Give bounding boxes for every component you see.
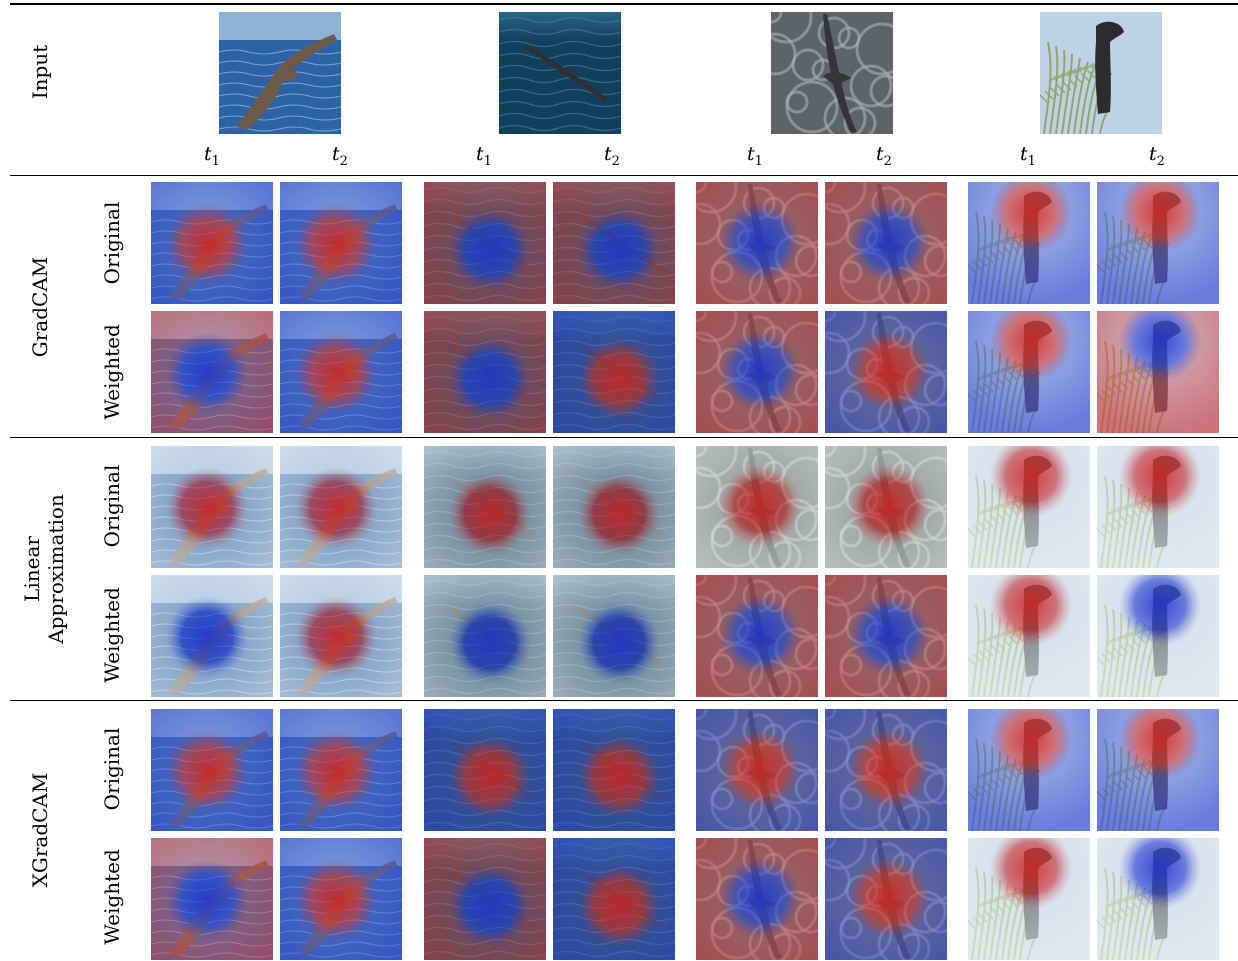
heatmap-cell xyxy=(696,311,818,433)
top-rule xyxy=(10,3,1238,5)
time-step-label: t2 xyxy=(332,143,348,169)
heatmap-cell xyxy=(424,838,546,960)
heatmap-cell xyxy=(968,838,1090,960)
method-label-gradcam: GradCAM xyxy=(28,256,52,358)
heatmap-cell xyxy=(696,575,818,697)
heatmap-cell xyxy=(968,311,1090,433)
row-label-xgradcam-original: Original xyxy=(100,727,124,811)
heatmap-cell xyxy=(1097,446,1219,568)
heatmap-cell xyxy=(151,446,273,568)
heatmap-cell xyxy=(825,575,947,697)
heatmap-cell xyxy=(825,446,947,568)
row-label-linear-weighted: Weighted xyxy=(100,587,124,683)
heatmap-cell xyxy=(696,709,818,831)
heatmap-cell xyxy=(280,709,402,831)
heatmap-cell xyxy=(1097,311,1219,433)
heatmap-cell xyxy=(968,709,1090,831)
method-label-xgradcam: XGradCAM xyxy=(28,772,52,888)
heatmap-cell xyxy=(968,182,1090,304)
heatmap-cell xyxy=(424,182,546,304)
heatmap-cell xyxy=(280,311,402,433)
heatmap-cell xyxy=(424,446,546,568)
time-step-label: t2 xyxy=(1149,143,1165,169)
time-step-label: t1 xyxy=(476,143,492,169)
heatmap-cell xyxy=(151,575,273,697)
heatmap-cell xyxy=(825,311,947,433)
input-image-bird-rough-water xyxy=(771,12,893,134)
input-image-bird-on-branch xyxy=(1040,12,1162,134)
heatmap-cell xyxy=(1097,182,1219,304)
heatmap-cell xyxy=(424,311,546,433)
heatmap-cell xyxy=(280,838,402,960)
heatmap-cell xyxy=(553,709,675,831)
heatmap-cell xyxy=(696,182,818,304)
row-label-gradcam-weighted: Weighted xyxy=(100,324,124,420)
heatmap-cell xyxy=(825,838,947,960)
header-rule xyxy=(10,175,1238,176)
linear-rule xyxy=(10,700,1238,701)
gradcam-rule xyxy=(10,437,1238,438)
time-step-label: t1 xyxy=(204,143,220,169)
time-step-label: t2 xyxy=(876,143,892,169)
heatmap-cell xyxy=(151,838,273,960)
heatmap-cell xyxy=(696,446,818,568)
input-label: Input xyxy=(28,44,52,100)
heatmap-cell xyxy=(825,182,947,304)
time-step-label: t1 xyxy=(1020,143,1036,169)
heatmap-cell xyxy=(968,575,1090,697)
heatmap-cell xyxy=(151,709,273,831)
time-step-label: t1 xyxy=(747,143,763,169)
method-label-linear-approximation: Linear Approximation xyxy=(20,494,68,644)
heatmap-cell xyxy=(151,182,273,304)
heatmap-cell xyxy=(1097,709,1219,831)
heatmap-cell xyxy=(280,182,402,304)
row-label-xgradcam-weighted: Weighted xyxy=(100,849,124,945)
heatmap-cell xyxy=(553,446,675,568)
time-step-label: t2 xyxy=(604,143,620,169)
heatmap-cell xyxy=(553,311,675,433)
heatmap-cell xyxy=(1097,838,1219,960)
row-label-linear-original: Original xyxy=(100,464,124,548)
heatmap-cell xyxy=(280,575,402,697)
heatmap-cell xyxy=(553,182,675,304)
heatmap-cell xyxy=(696,838,818,960)
heatmap-cell xyxy=(825,709,947,831)
heatmap-cell xyxy=(968,446,1090,568)
heatmap-cell xyxy=(553,575,675,697)
heatmap-cell xyxy=(424,575,546,697)
heatmap-cell xyxy=(424,709,546,831)
input-image-albatross-sea xyxy=(219,12,341,134)
heatmap-cell xyxy=(151,311,273,433)
heatmap-cell xyxy=(553,838,675,960)
input-image-gull-dark-sea xyxy=(499,12,621,134)
heatmap-cell xyxy=(280,446,402,568)
row-label-gradcam-original: Original xyxy=(100,201,124,285)
heatmap-cell xyxy=(1097,575,1219,697)
